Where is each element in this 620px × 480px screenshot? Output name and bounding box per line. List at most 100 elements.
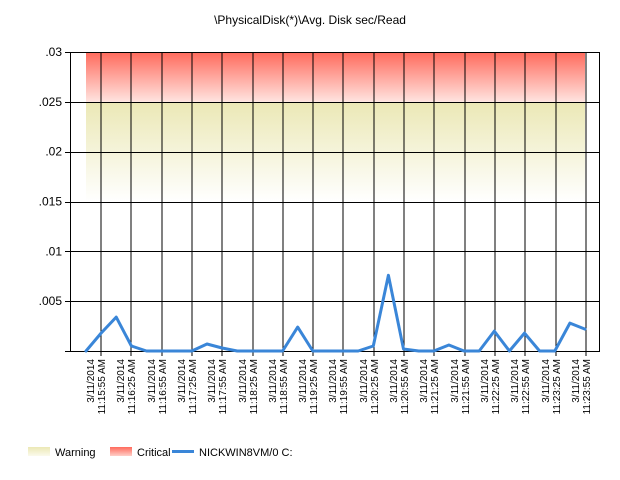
x-tick-label-time: 11:16:55 AM xyxy=(158,359,169,414)
x-tick-label: 3/11/2014 11:16:55 AM xyxy=(147,359,169,415)
x-tick-label-date: 3/11/2014 xyxy=(268,359,279,403)
x-tick-label-date: 3/11/2014 xyxy=(147,359,158,403)
x-tick-label-time: 11:16:25 AM xyxy=(127,359,138,414)
x-tick-labels: 3/11/2014 11:15:55 AM 3/11/2014 11:16:25 AM… xyxy=(86,359,593,415)
data-point xyxy=(372,345,375,347)
data-point xyxy=(312,350,314,352)
legend-label: NICKWIN8VM/0 C: xyxy=(199,447,293,459)
x-tick-label-time: 11:18:55 AM xyxy=(279,359,290,414)
x-tick-label-date: 3/11/2014 xyxy=(328,359,339,403)
threshold-bands xyxy=(86,52,585,202)
y-tick-label: .015 xyxy=(39,195,63,209)
band-critical xyxy=(86,52,585,102)
x-tick-label-time: 11:20:55 AM xyxy=(400,359,411,414)
x-tick-label-date: 3/11/2014 xyxy=(298,359,309,403)
data-point xyxy=(357,350,360,352)
data-point xyxy=(402,348,405,350)
x-tick-label-time: 11:22:55 AM xyxy=(521,359,532,414)
data-point xyxy=(281,350,284,352)
x-tick-label-time: 11:15:55 AM xyxy=(97,359,108,414)
x-tick-label-date: 3/11/2014 xyxy=(177,359,188,403)
x-tick-label: 3/11/2014 11:22:55 AM xyxy=(510,359,532,415)
data-point xyxy=(463,350,465,352)
data-point xyxy=(584,328,586,330)
data-point xyxy=(342,350,344,352)
data-point xyxy=(417,350,420,352)
x-tick-label: 3/11/2014 11:17:25 AM xyxy=(177,359,199,415)
data-point xyxy=(327,350,329,352)
y-tick-label: .02 xyxy=(45,145,62,159)
band-warning xyxy=(86,101,585,202)
x-tick-label-date: 3/11/2014 xyxy=(541,359,552,403)
x-tick-label: 3/11/2014 11:20:55 AM xyxy=(389,359,411,415)
x-tick-label: 3/11/2014 11:19:25 AM xyxy=(298,359,320,415)
y-tick-labels: .005 .01 .015 .02 .025 .03 xyxy=(39,45,63,308)
data-point xyxy=(296,326,299,328)
data-point xyxy=(206,343,208,345)
x-tick-label-time: 11:17:55 AM xyxy=(218,359,229,414)
data-point xyxy=(433,350,435,352)
x-tick-label: 3/11/2014 11:19:55 AM xyxy=(328,359,350,415)
legend-swatch-warning xyxy=(28,447,50,456)
legend-label: Warning xyxy=(55,447,96,459)
x-tick-label: 3/11/2014 11:21:55 AM xyxy=(450,359,472,415)
y-tick-label: .03 xyxy=(45,45,62,59)
legend: Warning Critical NICKWIN8VM/0 C: xyxy=(28,447,293,459)
x-tick-label-time: 11:21:55 AM xyxy=(461,359,472,414)
data-point xyxy=(387,274,390,277)
x-tick-label: 3/11/2014 11:18:55 AM xyxy=(268,359,290,415)
series-layer xyxy=(84,273,587,353)
data-point xyxy=(145,350,148,352)
x-tick-label: 3/11/2014 11:23:25 AM xyxy=(541,359,563,415)
x-tick-label: 3/11/2014 11:20:25 AM xyxy=(359,359,381,415)
x-tick-label: 3/11/2014 11:22:25 AM xyxy=(480,359,502,415)
data-point xyxy=(100,332,102,334)
x-tick-label-date: 3/11/2014 xyxy=(480,359,491,403)
x-tick-label: 3/11/2014 11:17:55 AM xyxy=(207,359,229,415)
x-tick-label-time: 11:19:55 AM xyxy=(339,359,350,414)
data-point xyxy=(175,350,178,352)
data-point xyxy=(160,350,163,352)
data-point xyxy=(508,350,511,352)
chart-title: \PhysicalDisk(*)\Avg. Disk sec/Read xyxy=(214,13,406,27)
x-tick-label-date: 3/11/2014 xyxy=(450,359,461,403)
x-tick-label: 3/11/2014 11:21:25 AM xyxy=(419,359,441,415)
y-tick-label: .01 xyxy=(45,244,62,258)
x-tick-label-date: 3/11/2014 xyxy=(510,359,521,403)
x-tick-label-time: 11:19:25 AM xyxy=(309,359,320,414)
x-tick-label-time: 11:22:25 AM xyxy=(491,359,502,414)
y-tick-label: .025 xyxy=(39,95,63,109)
x-tick-label-date: 3/11/2014 xyxy=(389,359,400,403)
x-tick-label: 3/11/2014 11:15:55 AM xyxy=(86,359,108,415)
data-point xyxy=(569,322,571,324)
x-tick-label-date: 3/11/2014 xyxy=(238,359,249,403)
data-point xyxy=(493,330,496,332)
x-tick-label-date: 3/11/2014 xyxy=(86,359,97,403)
data-point xyxy=(85,350,87,352)
data-point xyxy=(115,316,117,318)
legend-swatch-critical xyxy=(110,447,132,456)
data-point xyxy=(538,350,541,352)
x-tick-label-time: 11:23:25 AM xyxy=(552,359,563,414)
x-tick-label-date: 3/11/2014 xyxy=(571,359,582,403)
data-point xyxy=(523,332,526,334)
x-tick-label-time: 11:20:25 AM xyxy=(370,359,381,414)
x-tick-label-date: 3/11/2014 xyxy=(359,359,370,403)
data-point xyxy=(266,350,269,352)
x-tick-label-time: 11:21:25 AM xyxy=(430,359,441,414)
x-tick-label-date: 3/11/2014 xyxy=(116,359,127,403)
x-tick-label: 3/11/2014 11:23:55 AM xyxy=(571,359,593,415)
data-point xyxy=(448,344,450,346)
x-tick-label-time: 11:17:25 AM xyxy=(188,359,199,414)
data-point xyxy=(221,347,223,349)
data-point xyxy=(236,350,238,352)
x-tick-label: 3/11/2014 11:16:25 AM xyxy=(116,359,138,415)
data-point xyxy=(554,350,556,352)
legend-label: Critical xyxy=(137,447,171,459)
y-tick-label: .005 xyxy=(39,294,63,308)
data-point xyxy=(251,350,254,352)
x-tick-label-date: 3/11/2014 xyxy=(419,359,430,403)
x-tick-label-date: 3/11/2014 xyxy=(207,359,218,403)
